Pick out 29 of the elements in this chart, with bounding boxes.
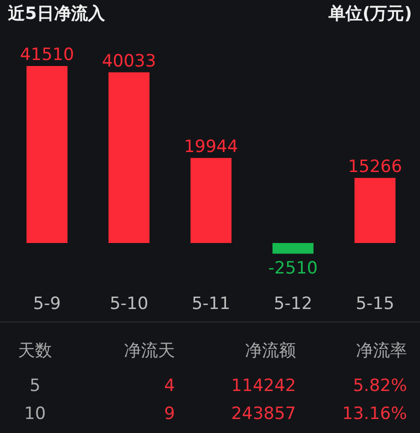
chart-title: 近5日净流入 <box>7 4 106 24</box>
bar <box>190 158 232 243</box>
text: 5 <box>30 376 40 396</box>
text: 单位(万元) <box>327 4 412 24</box>
text: 114242 <box>231 376 296 396</box>
x-tick-label: 5-11 <box>192 294 230 314</box>
data-label: 15266 <box>348 156 402 177</box>
text: 9 <box>164 404 175 424</box>
bar <box>272 243 314 254</box>
bar <box>108 72 150 243</box>
x-tick-label: 5-9 <box>33 294 61 314</box>
data-label: 41510 <box>20 45 74 65</box>
text: 243857 <box>231 404 296 424</box>
text: 净流额 <box>245 341 296 361</box>
x-tick-label: 5-12 <box>274 294 312 314</box>
text: 净流率 <box>356 341 407 361</box>
text: 净流天 <box>124 341 175 361</box>
text: 4 <box>164 376 175 396</box>
x-tick-label: 5-15 <box>356 294 394 314</box>
text: 10 <box>24 404 46 424</box>
data-label: 40033 <box>102 51 156 72</box>
data-label: 19944 <box>184 136 238 157</box>
bar <box>26 66 68 243</box>
bar <box>354 178 396 243</box>
data-label: -2510 <box>268 258 318 279</box>
text: 5.82% <box>352 376 407 396</box>
text: 天数 <box>18 341 52 361</box>
text: 13.16% <box>342 404 407 424</box>
x-tick-label: 5-10 <box>110 294 148 314</box>
